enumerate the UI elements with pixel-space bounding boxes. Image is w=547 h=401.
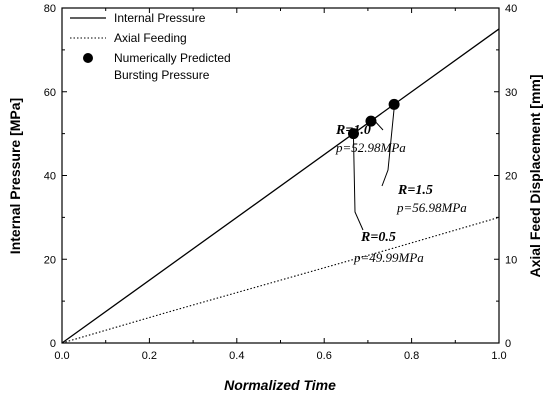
x-axis-title: Normalized Time [224,377,336,393]
left-y-tick-label: 40 [44,171,56,183]
legend: Internal Pressure Axial Feeding Numericall… [70,11,231,82]
x-tick-label: 1.0 [491,350,506,362]
series-layer [61,28,500,344]
left-y-tick-label: 20 [44,254,56,266]
right-y-tick-label: 40 [505,3,517,15]
right-y-tick-label: 30 [505,87,517,99]
right-y-tick-label: 10 [505,254,517,266]
legend-label-internal-pressure: Internal Pressure [114,11,206,25]
left-y-axis-ticks: 0 20 40 60 80 [44,3,67,350]
annotation-leader-line [352,137,364,231]
bursting-pressure-point [347,128,359,140]
annotation-r-label: R=1.0 [335,123,371,138]
x-axis-ticks: 0.0 0.2 0.4 0.6 0.8 1.0 [54,8,507,362]
right-y-tick-label: 0 [505,338,511,350]
annotation-r-label: R=1.5 [397,183,433,198]
annotation-p-label: p=52.98MPa [335,140,406,155]
x-tick-label: 0.2 [142,350,157,362]
x-tick-label: 0.4 [229,350,244,362]
annotation-leader-line [370,118,384,131]
left-y-tick-label: 60 [44,87,56,99]
x-tick-label: 0.0 [54,350,69,362]
annotation-p-label: p=56.98MPa [396,200,467,215]
right-y-axis-ticks: 0 10 20 30 40 [494,3,517,350]
legend-swatch-bursting-pressure [83,53,93,63]
x-tick-label: 0.6 [317,350,332,362]
bursting-pressure-point [388,98,400,110]
annotation-p-label: p=49.99MPa [353,250,424,265]
left-y-tick-label: 0 [50,338,56,350]
legend-label-bursting-pressure: Numerically Predicted Bursting Pressure [114,51,231,82]
annotation-leader-line [381,108,395,187]
right-y-tick-label: 20 [505,171,517,183]
internal-pressure-line [61,28,500,344]
axial-feeding-line [61,216,500,344]
bursting-pressure-point [365,115,377,127]
left-y-axis-title: Internal Pressure [MPa] [7,98,23,254]
legend-label-axial-feeding: Axial Feeding [114,31,187,45]
x-tick-label: 0.8 [404,350,419,362]
annotation-r-label: R=0.5 [360,230,396,245]
left-y-tick-label: 80 [44,3,56,15]
right-y-axis-title: Axial Feed Displacement [mm] [527,74,543,277]
